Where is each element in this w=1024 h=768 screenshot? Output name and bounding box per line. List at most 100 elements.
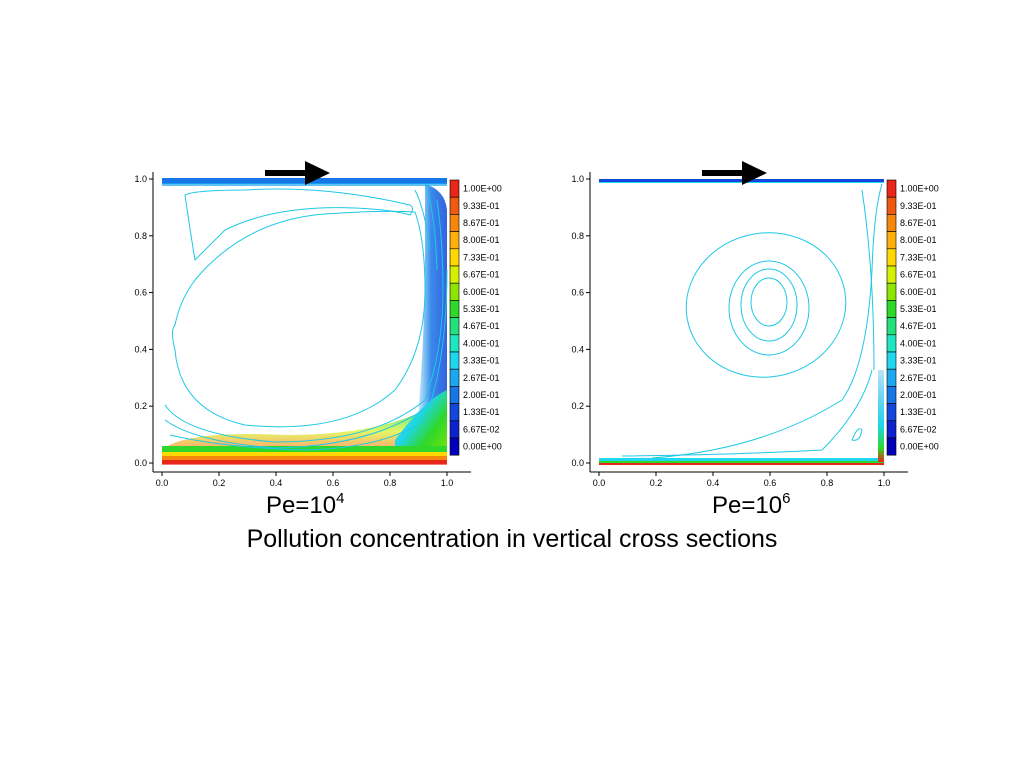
y-tick-label: 1.0 [571,174,584,184]
legend-label: 8.67E-01 [463,218,500,228]
legend-swatch [449,403,460,422]
legend-swatch [449,420,460,439]
x-tick-label: 1.0 [441,478,454,488]
legend-swatch [886,196,897,215]
pe-label-exponent: 4 [336,490,345,507]
legend-label: 3.33E-01 [900,356,937,366]
legend-label: 0.00E+00 [463,442,502,452]
flow-direction-arrow [265,161,330,185]
legend-swatch [449,214,460,232]
legend-swatch [449,386,460,404]
legend-swatch [449,248,460,267]
bottom-green-band [599,461,884,463]
legend-swatch [886,420,897,439]
bottom-red-band [599,463,884,465]
legend-swatch [886,300,897,318]
right-wall-strip [878,370,884,462]
y-axis-ticks: 0.0 0.2 0.4 0.6 0.8 1.0 [571,174,590,468]
y-tick-label: 0.0 [571,458,584,468]
contour-plot-pe4: 0.0 0.2 0.4 0.6 0.8 1.0 0.0 0.2 0.4 0.6 0.8 1.0 1.… [125,150,525,495]
legend-label: 2.00E-01 [463,390,500,400]
flow-direction-arrow [702,161,767,185]
legend-swatch [449,300,460,318]
legend-swatch [449,265,460,284]
contour-lines [164,183,448,451]
legend-swatch [886,351,897,370]
x-tick-label: 0.8 [384,478,397,488]
x-tick-label: 0.8 [821,478,834,488]
legend-label: 1.33E-01 [463,407,500,417]
top-boundary-layer [599,179,884,182]
pe-label-pe6: Pe=106 [712,490,791,520]
legend-swatch [886,248,897,267]
figure-caption: Pollution concentration in vertical cros… [246,525,778,553]
y-tick-label: 0.6 [571,288,584,298]
contour-plot-pe6-svg: 0.0 0.2 0.4 0.6 0.8 1.0 0.0 0.2 0.4 0.6 0.8 1.0 1.… [571,161,939,488]
legend-label: 7.33E-01 [900,252,937,262]
legend-label: 6.67E-01 [463,270,500,280]
bottom-orange-band [162,456,447,461]
contour-plot-pe4-svg: 0.0 0.2 0.4 0.6 0.8 1.0 0.0 0.2 0.4 0.6 0.8 1.0 1.… [134,161,502,488]
pe-label-exponent: 6 [782,490,791,507]
x-tick-label: 0.2 [650,478,663,488]
y-tick-label: 0.4 [134,344,147,354]
legend-swatch [886,231,897,250]
legend-swatch [449,368,460,387]
legend-label: 6.67E-01 [900,270,937,280]
legend-swatch [449,196,460,215]
bottom-yellow-band [162,452,447,458]
x-tick-label: 0.4 [270,478,283,488]
legend-label: 6.00E-01 [900,287,937,297]
arrow-shaft [265,170,307,176]
legend-label: 5.33E-01 [463,304,500,314]
y-tick-label: 0.2 [134,401,147,411]
legend-swatch [886,214,897,232]
arrow-head-icon [305,161,330,185]
y-tick-label: 1.0 [134,174,147,184]
legend-swatch [449,351,460,370]
legend-swatch [886,386,897,404]
y-tick-label: 0.8 [571,231,584,241]
legend-label: 2.67E-01 [463,373,500,383]
legend-label: 9.33E-01 [900,201,937,211]
legend-label: 0.00E+00 [900,442,939,452]
legend-label: 1.00E+00 [463,184,502,194]
legend-label: 3.33E-01 [463,356,500,366]
legend-label: 1.33E-01 [900,407,937,417]
x-tick-label: 0.6 [764,478,777,488]
top-boundary-layer [162,178,447,184]
y-tick-label: 0.0 [134,458,147,468]
right-wall-layer [415,184,447,450]
x-axis-ticks: 0.0 0.2 0.4 0.6 0.8 1.0 [156,472,454,488]
y-tick-label: 0.4 [571,344,584,354]
y-tick-label: 0.8 [134,231,147,241]
legend-swatch [886,265,897,284]
legend-label: 9.33E-01 [463,201,500,211]
x-tick-label: 1.0 [878,478,891,488]
legend-swatch [886,179,897,198]
arrow-shaft [702,170,744,176]
y-axis-ticks: 0.0 0.2 0.4 0.6 0.8 1.0 [134,174,153,468]
legend-swatch [449,334,460,353]
pe-label-pe4: Pe=104 [266,490,345,520]
pe-label-base: Pe=10 [712,492,783,519]
contour-lines [621,183,883,459]
legend-label: 8.00E-01 [900,235,937,245]
legend-swatch [886,403,897,422]
legend-label: 6.67E-02 [900,424,937,434]
legend-swatch [886,437,897,456]
x-tick-label: 0.0 [156,478,169,488]
bottom-right-corner-fill [395,390,447,462]
arrow-head-icon [742,161,767,185]
pe-label-base: Pe=10 [266,492,337,519]
legend-label: 4.67E-01 [463,321,500,331]
legend-label: 1.00E+00 [900,184,939,194]
color-legend: 1.00E+00 9.33E-01 8.67E-01 8.00E-01 7.33E-01… [449,179,502,456]
top-boundary-layer-edge [162,183,447,186]
x-tick-label: 0.4 [707,478,720,488]
bottom-cyan-band [599,458,884,461]
legend-label: 6.67E-02 [463,424,500,434]
x-tick-label: 0.0 [593,478,606,488]
legend-label: 7.33E-01 [463,252,500,262]
legend-label: 4.00E-01 [463,338,500,348]
